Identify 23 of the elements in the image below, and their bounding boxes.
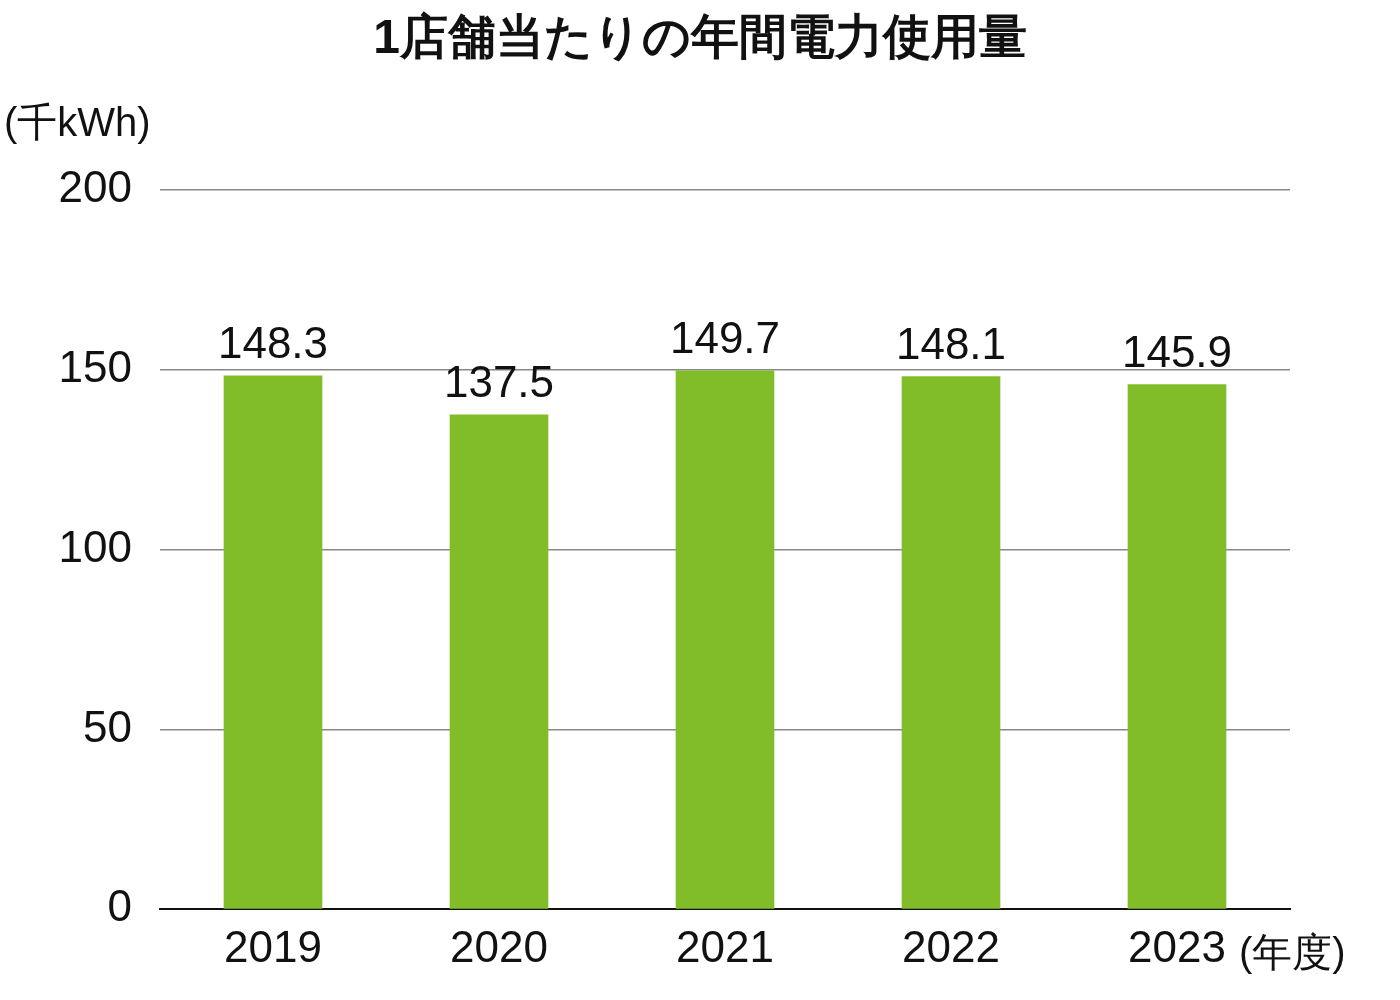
bar [1127,384,1227,909]
y-tick-label: 0 [107,881,132,931]
x-tick-label: 2022 [902,921,1000,971]
y-tick-label: 200 [58,162,132,212]
x-axis-title: (年度) [1239,930,1346,975]
data-label: 148.1 [895,318,1007,368]
data-label: 137.5 [443,356,555,406]
data-label: 148.3 [217,318,329,368]
y-axis-title: (千kWh) [4,100,151,145]
y-tick-label: 150 [58,341,132,391]
bar [449,414,549,909]
y-tick-label: 100 [58,521,132,571]
x-tick-label: 2023 [1128,921,1226,971]
x-tick-label: 2020 [450,921,548,971]
x-tick-label: 2021 [676,921,774,971]
data-label: 149.7 [669,313,781,363]
y-tick-label: 50 [83,701,132,751]
data-label: 145.9 [1121,326,1233,376]
bar [675,370,775,909]
bar [223,375,323,909]
bar [901,376,1001,909]
chart-title: 1店舗当たりの年間電力使用量 [373,10,1027,64]
x-tick-label: 2019 [224,921,322,971]
